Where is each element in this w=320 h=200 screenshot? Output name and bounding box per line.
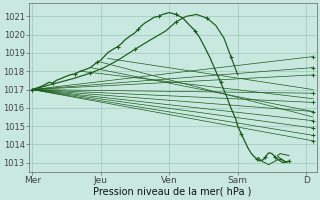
X-axis label: Pression niveau de la mer( hPa ): Pression niveau de la mer( hPa ): [93, 187, 252, 197]
